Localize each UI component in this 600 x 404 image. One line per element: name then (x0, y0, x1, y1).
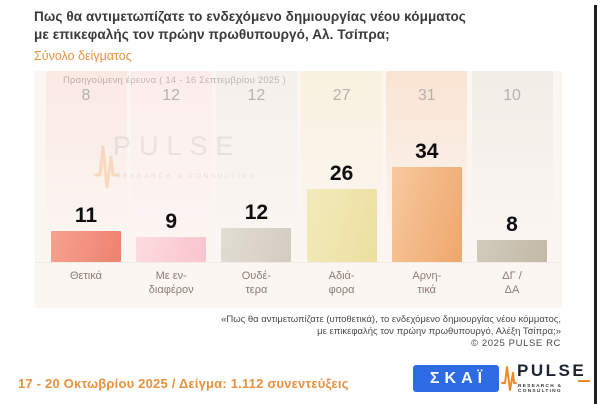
bar-value-label: 26 (329, 162, 354, 186)
pulse-logo-waveform-icon (501, 366, 517, 391)
pulse-logo: PULSE RESEARCH & CONSULTING (501, 361, 593, 395)
category-label: Θετικά (70, 270, 102, 282)
chart-column: 12 12 Ουδέ-τερα (214, 71, 299, 308)
chart-column: 27 26 Αδιά-φορα (299, 71, 384, 308)
previous-value-label: 10 (503, 87, 521, 104)
bar (136, 236, 207, 262)
watermark-subtext: RESEARCH & CONSULTING (116, 173, 296, 180)
copyright-text: © 2025 PULSE RC (471, 338, 561, 349)
bar-columns: 8 11 Θετικά 12 9 Με εν-διαφέρον 12 12 Ουδέ-τερα 2… (35, 71, 562, 308)
bar-value-label: 34 (415, 139, 439, 163)
previous-value-label: 12 (162, 87, 181, 104)
pulse-logo-accent (578, 380, 590, 382)
pulse-logo-subtext: RESEARCH & CONSULTING (518, 384, 563, 394)
screen-edge-border (594, 5, 597, 404)
axis-baseline (35, 262, 562, 263)
chart-column: 31 34 Αρνη-τικά (384, 71, 469, 308)
column-band (130, 71, 212, 262)
pulse-waveform-icon (93, 145, 119, 189)
bar (221, 228, 292, 262)
page-title-line1: Πως θα αντιμετωπίζατε το ενδεχόμενο δημι… (34, 9, 466, 24)
footnote: «Πως θα αντιμετωπίζατε (υποθετικά), το ε… (221, 314, 561, 350)
column-band (471, 71, 553, 262)
bar (477, 239, 547, 262)
watermark-text: PULSE (113, 131, 242, 162)
chart-column: 8 11 Θετικά (44, 71, 129, 308)
bar-value-label: 9 (165, 209, 178, 233)
previous-value-label: 8 (81, 87, 91, 104)
footnote-line2: με επικεφαλής τον πρώην πρωθυπουργό, Αλέ… (317, 325, 561, 337)
pulse-logo-text: PULSE (517, 361, 587, 380)
skai-logo-text: ΣΚΑΪ (429, 369, 488, 387)
previous-survey-label: Προηγούμενη έρευνα ( 14 - 16 Σεπτεμβρίου… (63, 75, 286, 86)
chart-panel: PULSE RESEARCH & CONSULTING Προηγούμενη … (35, 71, 562, 308)
chart-column: 10 8 ΔΓ / ΔΑ (470, 71, 555, 308)
category-label: Ουδέ-τερα (241, 270, 272, 296)
previous-value-label: 31 (417, 87, 436, 104)
category-label: ΔΓ / ΔΑ (502, 270, 522, 296)
chart-column: 12 9 Με εν-διαφέρον (129, 71, 214, 308)
skai-logo: ΣΚΑΪ (413, 365, 499, 392)
bar-value-label: 11 (74, 204, 98, 228)
column-band (45, 71, 127, 262)
bar-value-label: 8 (506, 212, 518, 236)
category-label: Με εν-διαφέρον (148, 270, 194, 296)
bar (391, 166, 462, 262)
footnote-line1: «Πως θα αντιμετωπίζατε (υποθετικά), το ε… (221, 314, 561, 325)
bar (51, 231, 121, 262)
survey-period-sample: 17 - 20 Οκτωβρίου 2025 / Δείγμα: 1.112 σ… (18, 376, 349, 391)
bar-value-label: 12 (244, 201, 269, 225)
previous-value-label: 27 (332, 87, 351, 104)
previous-value-label: 12 (247, 87, 266, 104)
page-title: Πως θα αντιμετωπίζατε το ενδεχόμενο δημι… (34, 8, 579, 44)
bar (306, 189, 377, 262)
category-label: Αρνη-τικά (412, 270, 442, 296)
sample-subtitle: Σύνολο δείγματος (34, 49, 132, 63)
category-label: Αδιά-φορα (328, 270, 355, 296)
page-title-line2: με επικεφαλής τον πρώην πρωθυπουργό, Αλ.… (34, 27, 390, 42)
